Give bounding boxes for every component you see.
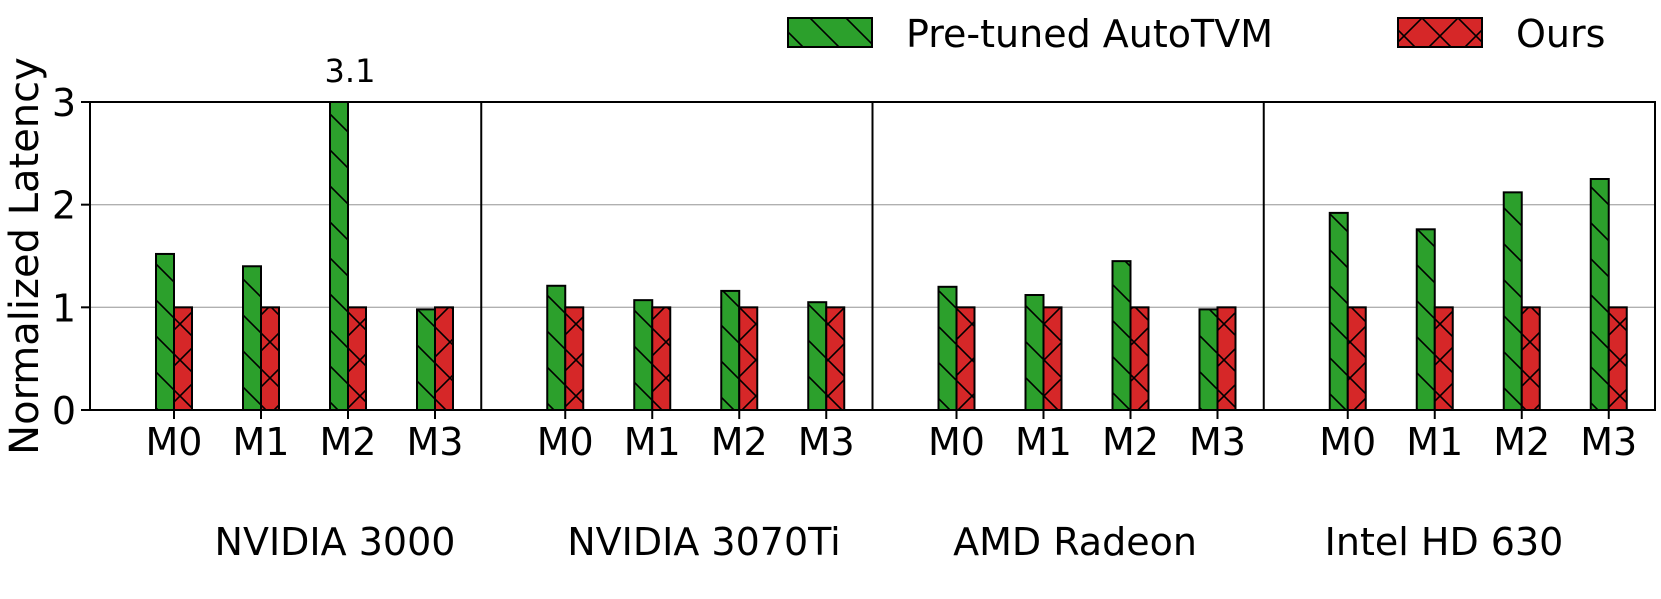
bar-ours-hatch bbox=[825, 306, 846, 412]
bar-pretuned-hatch bbox=[720, 289, 741, 412]
bar-pretuned-hatch bbox=[1589, 178, 1610, 411]
bar-ours-hatch bbox=[347, 306, 367, 412]
x-tick-label: M1 bbox=[1015, 420, 1072, 464]
x-tick-label: M3 bbox=[407, 420, 464, 464]
y-tick-label: 2 bbox=[52, 184, 76, 228]
legend: Pre-tuned AutoTVM Ours bbox=[787, 12, 1605, 56]
bar-ours-hatch bbox=[1433, 306, 1454, 412]
group-label: AMD Radeon bbox=[953, 520, 1197, 564]
bar-ours-hatch bbox=[1346, 306, 1367, 412]
annotations: 3.1 bbox=[325, 52, 376, 90]
bar-pretuned-hatch bbox=[937, 285, 958, 411]
bar-pretuned-hatch bbox=[329, 101, 349, 411]
x-tick-label: M2 bbox=[320, 420, 377, 464]
bar-pretuned-hatch bbox=[1198, 308, 1219, 411]
bars bbox=[155, 101, 1628, 412]
bar-pretuned-hatch bbox=[546, 284, 567, 412]
legend-swatch-hatch bbox=[1397, 17, 1483, 48]
bar-ours-hatch bbox=[1607, 306, 1628, 412]
x-axis: M0 M1 M2 M3 M0 M1 M2 M3 M0 M1 M2 M3 M0 M1 M2 M3 bbox=[146, 410, 1637, 464]
y-axis: 0 1 2 3 bbox=[52, 81, 90, 433]
x-tick-label: M2 bbox=[711, 420, 768, 464]
bar-ours-hatch bbox=[260, 306, 280, 412]
legend-swatch-hatch bbox=[787, 17, 873, 48]
group-label: Intel HD 630 bbox=[1325, 520, 1564, 564]
bar-pretuned-hatch bbox=[1415, 228, 1436, 411]
x-tick-label: M3 bbox=[1189, 420, 1246, 464]
y-tick-label: 3 bbox=[52, 81, 76, 125]
bar-pretuned-hatch bbox=[242, 265, 262, 411]
bar-ours-hatch bbox=[564, 306, 585, 412]
x-tick-label: M2 bbox=[1493, 420, 1550, 464]
x-tick-label: M0 bbox=[1319, 420, 1376, 464]
x-tick-label: M1 bbox=[1406, 420, 1463, 464]
x-tick-label: M0 bbox=[146, 420, 203, 464]
group-separators bbox=[480, 102, 1265, 410]
x-tick-label: M3 bbox=[1580, 420, 1637, 464]
x-tick-label: M2 bbox=[1102, 420, 1159, 464]
bar-ours-hatch bbox=[1216, 306, 1237, 412]
group-label: NVIDIA 3070Ti bbox=[567, 520, 840, 564]
y-tick-label: 0 bbox=[52, 389, 76, 433]
bar-pretuned-hatch bbox=[633, 299, 654, 411]
bar-ours-hatch bbox=[434, 306, 454, 412]
bar-pretuned-hatch bbox=[807, 301, 828, 412]
bar-ours-hatch bbox=[651, 306, 672, 412]
group-label: NVIDIA 3000 bbox=[215, 520, 456, 564]
bar-ours-hatch bbox=[173, 306, 193, 412]
bar-pretuned-hatch bbox=[1111, 260, 1132, 411]
legend-label: Pre-tuned AutoTVM bbox=[906, 12, 1273, 56]
x-tick-label: M1 bbox=[233, 420, 290, 464]
bar-ours-hatch bbox=[955, 306, 976, 412]
x-tick-label: M0 bbox=[928, 420, 985, 464]
group-labels: NVIDIA 3000 NVIDIA 3070Ti AMD Radeon Intel … bbox=[215, 520, 1564, 564]
bar-ours-hatch bbox=[738, 306, 759, 412]
x-tick-label: M1 bbox=[624, 420, 681, 464]
y-axis-label: Normalized Latency bbox=[2, 57, 48, 455]
bar-ours-hatch bbox=[1129, 306, 1150, 412]
bar-ours-hatch bbox=[1520, 306, 1541, 412]
data-label: 3.1 bbox=[325, 52, 376, 90]
plot-frame bbox=[89, 101, 1656, 411]
bar-pretuned-hatch bbox=[1024, 294, 1045, 411]
bar-pretuned-hatch bbox=[1502, 191, 1523, 411]
legend-label: Ours bbox=[1516, 12, 1605, 56]
bar-pretuned-hatch bbox=[155, 252, 175, 411]
bar-pretuned-hatch bbox=[1328, 211, 1349, 411]
bar-pretuned-hatch bbox=[416, 308, 436, 411]
x-tick-label: M0 bbox=[537, 420, 594, 464]
y-tick-label: 1 bbox=[52, 286, 76, 330]
x-tick-label: M3 bbox=[798, 420, 855, 464]
bar-ours-hatch bbox=[1042, 306, 1063, 412]
